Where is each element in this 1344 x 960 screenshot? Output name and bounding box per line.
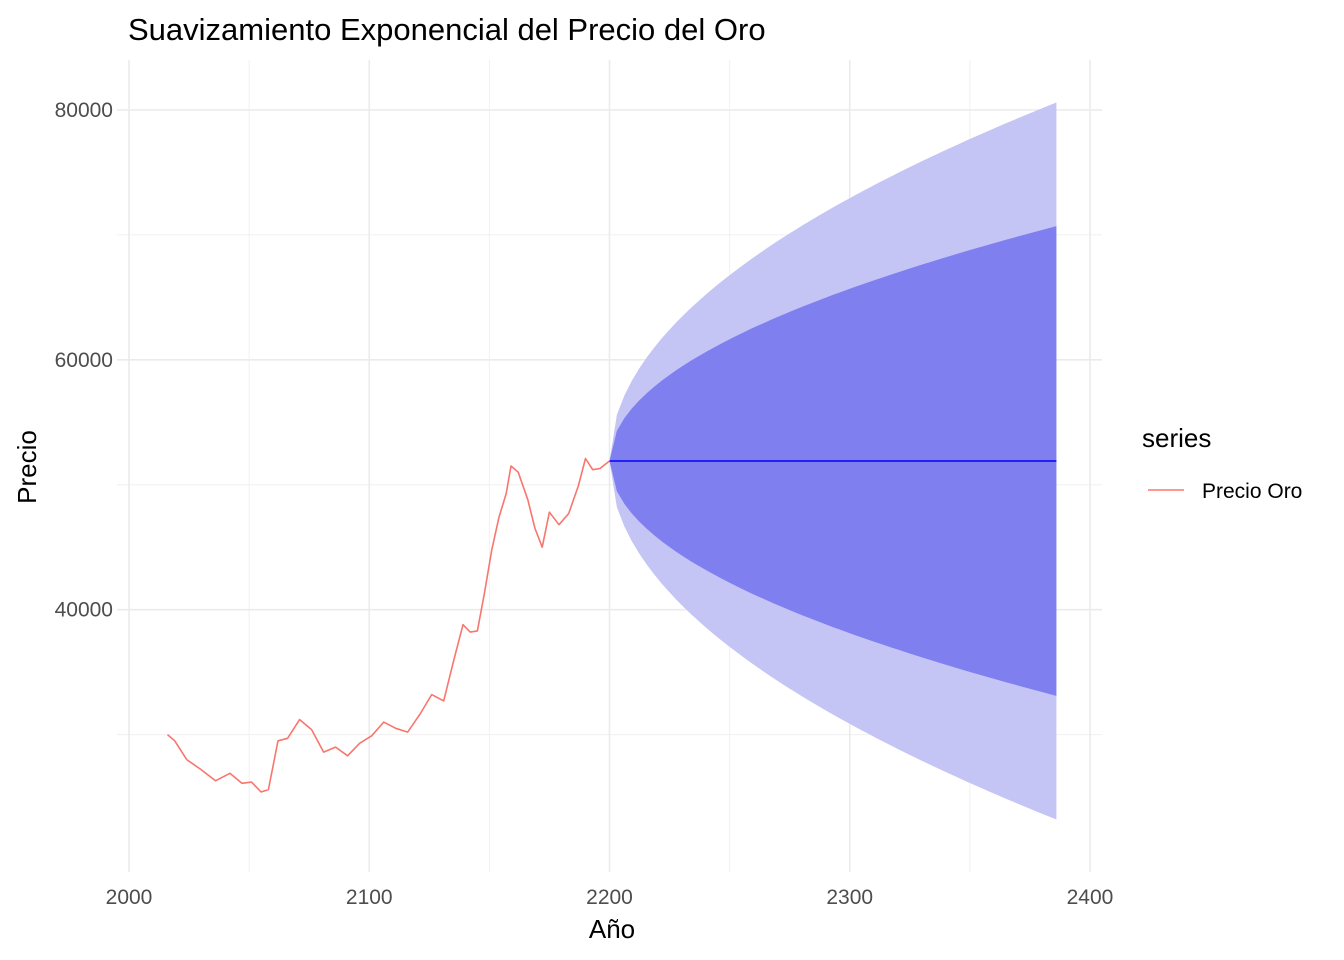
legend-title: series	[1142, 423, 1211, 453]
series-line-precio-oro	[166, 457, 610, 793]
legend-label-precio-oro: Precio Oro	[1202, 480, 1302, 503]
x-tick-label: 2400	[1067, 886, 1114, 909]
y-tick-label: 60000	[55, 349, 113, 372]
x-axis-title: Año	[589, 914, 635, 944]
x-tick-label: 2000	[106, 886, 153, 909]
legend: series Precio Oro	[1142, 423, 1302, 503]
x-tick-label: 2200	[586, 886, 633, 909]
chart-title: Suavizamiento Exponencial del Precio del…	[128, 12, 766, 47]
y-axis-ticks: 40000 60000 80000	[55, 99, 113, 622]
series-lines	[166, 457, 1057, 793]
x-tick-label: 2300	[826, 886, 873, 909]
x-tick-label: 2100	[346, 886, 393, 909]
y-tick-label: 80000	[55, 99, 113, 122]
y-axis-title: Precio	[12, 430, 42, 504]
y-tick-label: 40000	[55, 599, 113, 622]
x-axis-ticks: 2000 2100 2200 2300 2400	[106, 886, 1114, 909]
